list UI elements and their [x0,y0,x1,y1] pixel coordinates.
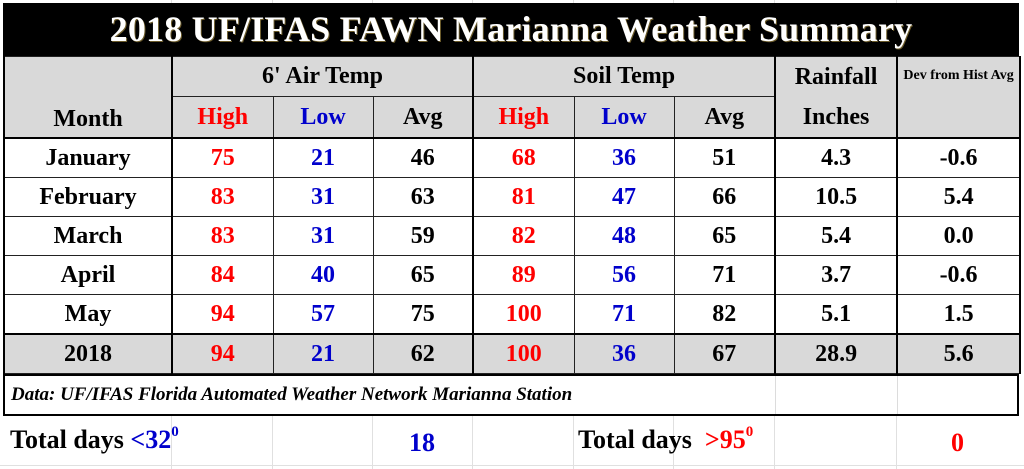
month-cell: May [3,294,173,335]
rainfall-cell: 5.4 [774,216,899,256]
soil-avg-cell: 71 [673,255,777,295]
cold-days-value: 18 [409,428,435,457]
rainfall-cell: 28.9 [774,333,899,374]
air-avg-cell: 65 [372,255,475,295]
air-avg-cell: 75 [372,294,475,335]
header-rainfall-top: Rainfall [794,64,878,90]
weather-summary-table: Month 6' Air Temp Soil Temp Rainfall Inc… [3,55,1022,374]
soil-low-cell: 36 [573,137,675,178]
air-avg-cell: 46 [372,137,475,178]
air-high-cell: 84 [171,255,274,295]
header-soil-temp: Soil Temp [472,55,777,98]
soil-high-cell: 89 [472,255,575,295]
table-row-february: February 83 31 63 81 47 66 10.5 5.4 [3,177,1022,217]
air-high-cell: 75 [171,137,274,178]
air-low-cell: 21 [272,137,374,178]
hot-threshold: >950 [704,424,754,454]
cold-days-label: Total days <320 [10,424,179,454]
soil-avg-cell: 65 [673,216,777,256]
air-low-cell: 31 [272,177,374,217]
header-rainfall-bottom: Inches [802,104,870,130]
month-cell: January [3,137,173,178]
header-month: Month [3,56,173,139]
header-air-avg: Avg [372,96,475,139]
page-title: 2018 UF/IFAS FAWN Marianna Weather Summa… [3,3,1019,56]
air-low-cell: 40 [272,255,374,295]
dev-cell: 0.0 [896,216,1022,256]
air-avg-cell: 63 [372,177,475,217]
air-low-cell: 31 [272,216,374,256]
header-rainfall: Rainfall Inches [774,56,899,139]
air-avg-cell: 62 [372,333,475,374]
rainfall-cell: 10.5 [774,177,899,217]
soil-low-cell: 47 [573,177,675,217]
data-source-row: Data: UF/IFAS Florida Automated Weather … [3,374,1019,416]
dev-cell: 5.6 [896,333,1022,374]
header-air-low: Low [272,96,374,139]
header-air-high: High [171,96,274,139]
dev-cell: 1.5 [896,294,1022,335]
soil-high-cell: 100 [472,294,575,335]
air-high-cell: 94 [171,333,274,374]
month-cell: April [3,255,173,295]
header-soil-low: Low [573,96,675,139]
soil-high-cell: 82 [472,216,575,256]
hot-days-value: 0 [951,428,964,457]
hot-days-label: Total days >950 [578,424,754,454]
soil-avg-cell: 67 [673,333,777,374]
rainfall-cell: 4.3 [774,137,899,178]
cold-threshold: <320 [130,424,179,454]
table-row-january: January 75 21 46 68 36 51 4.3 -0.6 [3,137,1022,178]
dev-cell: 5.4 [896,177,1022,217]
month-cell: February [3,177,173,217]
table-row-may: May 94 57 75 100 71 82 5.1 1.5 [3,294,1022,335]
soil-high-cell: 68 [472,137,575,178]
table-row-april: April 84 40 65 89 56 71 3.7 -0.6 [3,255,1022,295]
air-low-cell: 21 [272,333,374,374]
header-dev-from-hist-avg: Dev from Hist Avg [896,56,1022,139]
soil-low-cell: 48 [573,216,675,256]
air-low-cell: 57 [272,294,374,335]
month-cell: 2018 [3,333,173,374]
header-soil-high: High [472,96,575,139]
air-avg-cell: 59 [372,216,475,256]
air-high-cell: 83 [171,216,274,256]
soil-low-cell: 71 [573,294,675,335]
rainfall-cell: 3.7 [774,255,899,295]
soil-high-cell: 100 [472,333,575,374]
dev-cell: -0.6 [896,255,1022,295]
month-cell: March [3,216,173,256]
table-row-2018-total: 2018 94 21 62 100 36 67 28.9 5.6 [3,333,1022,374]
air-high-cell: 94 [171,294,274,335]
dev-cell: -0.6 [896,137,1022,178]
soil-avg-cell: 51 [673,137,777,178]
soil-avg-cell: 66 [673,177,777,217]
data-source-note: Data: UF/IFAS Florida Automated Weather … [11,384,573,405]
soil-avg-cell: 82 [673,294,777,335]
air-high-cell: 83 [171,177,274,217]
table-row-march: March 83 31 59 82 48 65 5.4 0.0 [3,216,1022,256]
header-soil-avg: Avg [673,96,777,139]
soil-high-cell: 81 [472,177,575,217]
soil-low-cell: 36 [573,333,675,374]
totals-row: Total days <320 18 Total days >950 0 [0,418,1024,466]
rainfall-cell: 5.1 [774,294,899,335]
soil-low-cell: 56 [573,255,675,295]
header-air-temp: 6' Air Temp [171,55,475,98]
